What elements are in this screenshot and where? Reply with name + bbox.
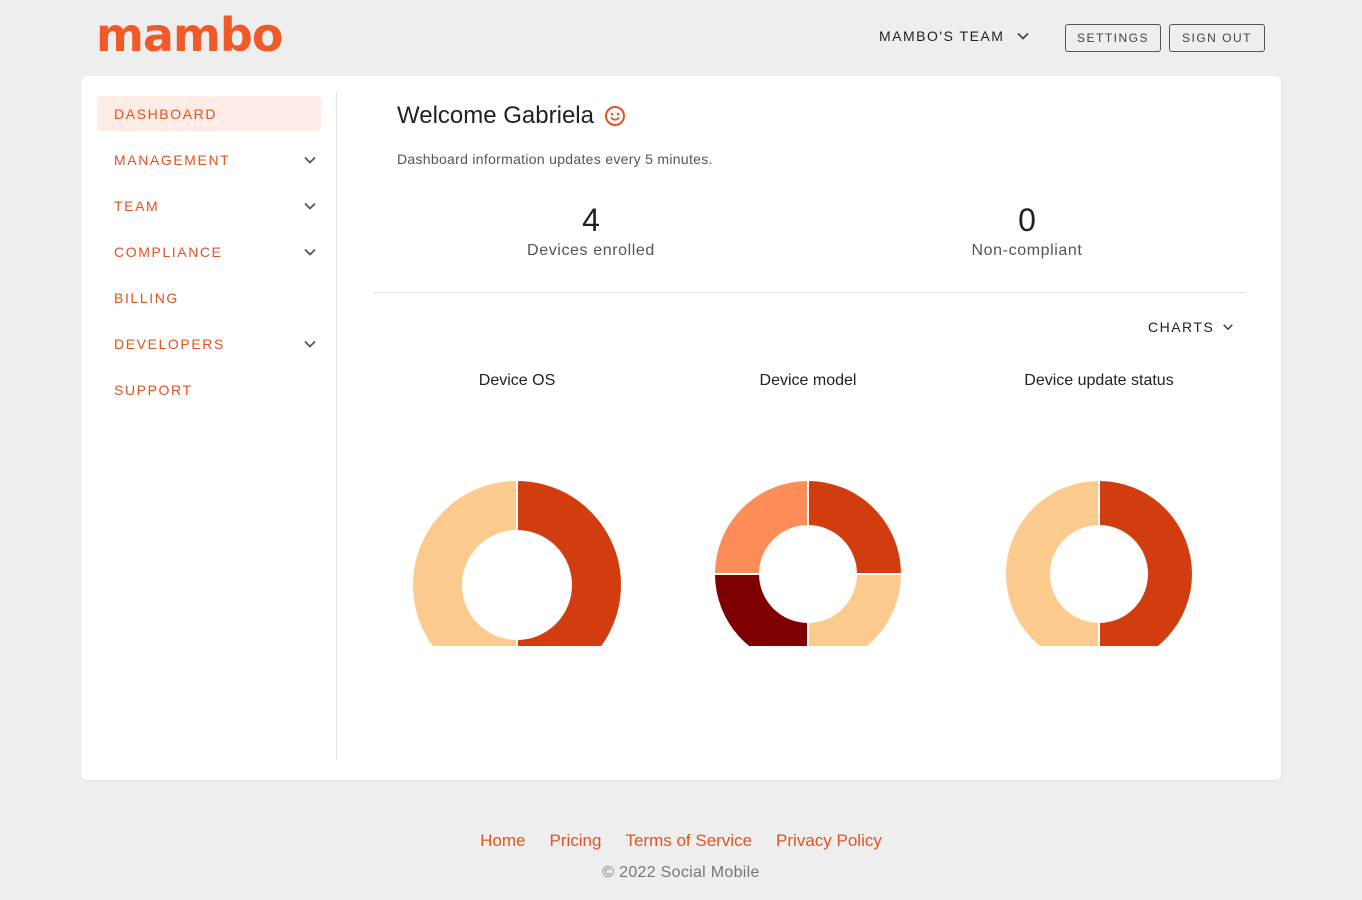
footer-link-terms[interactable]: Terms of Service: [625, 831, 753, 850]
charts-toggle-label: CHARTS: [1148, 319, 1215, 335]
stats-divider: [373, 292, 1245, 293]
footer-link-pricing[interactable]: Pricing: [549, 831, 602, 850]
pie-slice-cs50[interactable]: [807, 573, 904, 646]
update-info-text: Dashboard information updates every 5 mi…: [397, 151, 713, 167]
chevron-down-icon: [304, 248, 316, 256]
stat-non-compliant: 0 Non-compliant: [877, 200, 1177, 260]
sidebar-item-compliance[interactable]: COMPLIANCE: [97, 234, 321, 269]
sidebar-item-label: COMPLIANCE: [114, 243, 223, 260]
sidebar-item-management[interactable]: MANAGEMENT: [97, 142, 321, 177]
sidebar-item-label: MANAGEMENT: [114, 151, 231, 168]
sidebar-item-label: DASHBOARD: [114, 105, 218, 122]
chart-title: Device update status: [1024, 372, 1174, 389]
chevron-down-icon: [304, 202, 316, 210]
chart-device-os: Device OS 1011: [373, 366, 661, 646]
team-selector-label: MAMBO'S TEAM: [879, 28, 1005, 44]
chart-title: Device OS: [478, 372, 556, 389]
sidebar-item-dashboard[interactable]: DASHBOARD: [97, 96, 321, 131]
page-title: Welcome Gabriela: [397, 102, 626, 130]
chart-title: Device model: [759, 372, 857, 389]
copyright-text: © 2022 Social Mobile: [602, 864, 760, 881]
chevron-down-icon: [1017, 32, 1030, 40]
pie-slice-moto-g-9-play[interactable]: [712, 573, 809, 646]
footer-links: Home Pricing Terms of Service Privacy Po…: [0, 831, 1362, 851]
chart-device-update-status: Device update status Software update is …: [955, 366, 1243, 646]
sidebar-item-developers[interactable]: DEVELOPERS: [97, 326, 321, 361]
pie-slice-11[interactable]: [411, 478, 518, 646]
settings-button[interactable]: SETTINGS: [1065, 24, 1161, 52]
chevron-down-icon: [1223, 324, 1234, 331]
sidebar-nav: DASHBOARD MANAGEMENT TEAM COMPLIANCE BIL…: [97, 96, 321, 418]
welcome-text: Welcome Gabriela: [397, 102, 594, 129]
donut-chart: C10CS50moto g(9) playT5se: [712, 478, 904, 646]
charts-toggle[interactable]: CHARTS: [1148, 319, 1234, 335]
mambo-logo[interactable]: mambo: [96, 8, 283, 62]
pie-slice-c10[interactable]: [807, 478, 904, 575]
footer-link-home[interactable]: Home: [480, 831, 526, 850]
sidebar-item-label: DEVELOPERS: [114, 335, 225, 352]
pie-slice-10[interactable]: [516, 478, 623, 646]
stat-value: 0: [1018, 202, 1036, 238]
sign-out-button[interactable]: SIGN OUT: [1169, 24, 1265, 52]
sidebar-item-label: TEAM: [114, 197, 160, 214]
stat-value: 4: [582, 202, 600, 238]
pie-slice-t5se[interactable]: [712, 478, 809, 575]
chevron-down-icon: [304, 156, 316, 164]
sidebar-item-support[interactable]: SUPPORT: [97, 372, 321, 407]
sidebar-item-team[interactable]: TEAM: [97, 188, 321, 223]
sidebar-item-billing[interactable]: BILLING: [97, 280, 321, 315]
stat-devices-enrolled: 4 Devices enrolled: [441, 200, 741, 260]
sidebar-item-label: SUPPORT: [114, 381, 193, 398]
stat-label: Devices enrolled: [527, 242, 655, 259]
dashboard-card: DASHBOARD MANAGEMENT TEAM COMPLIANCE BIL…: [81, 76, 1281, 780]
donut-chart: Software update is availableUp to date: [1004, 478, 1194, 646]
team-selector[interactable]: MAMBO'S TEAM: [879, 28, 1030, 44]
sidebar-item-label: BILLING: [114, 289, 179, 306]
donut-chart: 1011: [411, 478, 623, 646]
sidebar-divider: [336, 92, 337, 760]
pie-slice-up-to-date[interactable]: [1004, 478, 1100, 646]
footer-link-privacy[interactable]: Privacy Policy: [776, 831, 882, 850]
stat-label: Non-compliant: [971, 242, 1083, 259]
pie-slice-software-update-is-available[interactable]: [1098, 478, 1194, 646]
smiley-icon: [604, 106, 625, 126]
chart-device-model: Device model C10CS50moto g(9) playT5se: [664, 366, 952, 646]
chevron-down-icon: [304, 340, 316, 348]
